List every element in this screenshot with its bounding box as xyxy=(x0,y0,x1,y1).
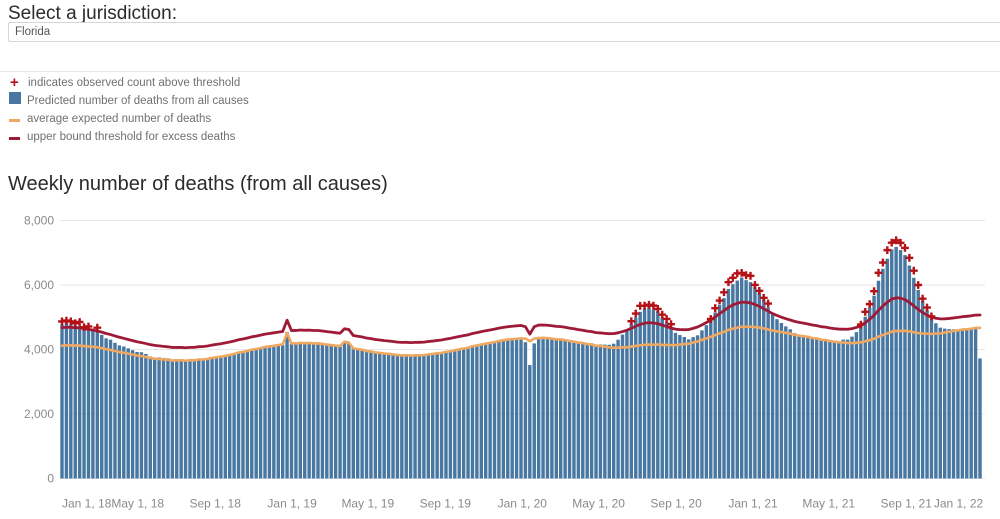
svg-text:8,000: 8,000 xyxy=(24,214,54,228)
svg-text:Sep 1, 21: Sep 1, 21 xyxy=(881,497,933,511)
svg-text:Jan 1, 21: Jan 1, 21 xyxy=(728,497,778,511)
svg-text:Sep 1, 20: Sep 1, 20 xyxy=(650,497,702,511)
svg-text:Sep 1, 19: Sep 1, 19 xyxy=(420,497,472,511)
svg-text:Jan 1, 22: Jan 1, 22 xyxy=(934,497,984,511)
svg-text:Jan 1, 18: Jan 1, 18 xyxy=(62,497,112,511)
svg-text:Jan 1, 20: Jan 1, 20 xyxy=(498,497,548,511)
svg-text:2,000: 2,000 xyxy=(24,407,54,421)
svg-text:Sep 1, 18: Sep 1, 18 xyxy=(190,497,242,511)
svg-text:May 1, 20: May 1, 20 xyxy=(572,497,625,511)
svg-text:May 1, 21: May 1, 21 xyxy=(802,497,855,511)
svg-text:May 1, 19: May 1, 19 xyxy=(341,497,394,511)
svg-text:Jan 1, 19: Jan 1, 19 xyxy=(267,497,317,511)
svg-text:May 1, 18: May 1, 18 xyxy=(111,497,164,511)
svg-text:4,000: 4,000 xyxy=(24,343,54,357)
svg-text:0: 0 xyxy=(47,472,54,486)
svg-text:6,000: 6,000 xyxy=(24,278,54,292)
